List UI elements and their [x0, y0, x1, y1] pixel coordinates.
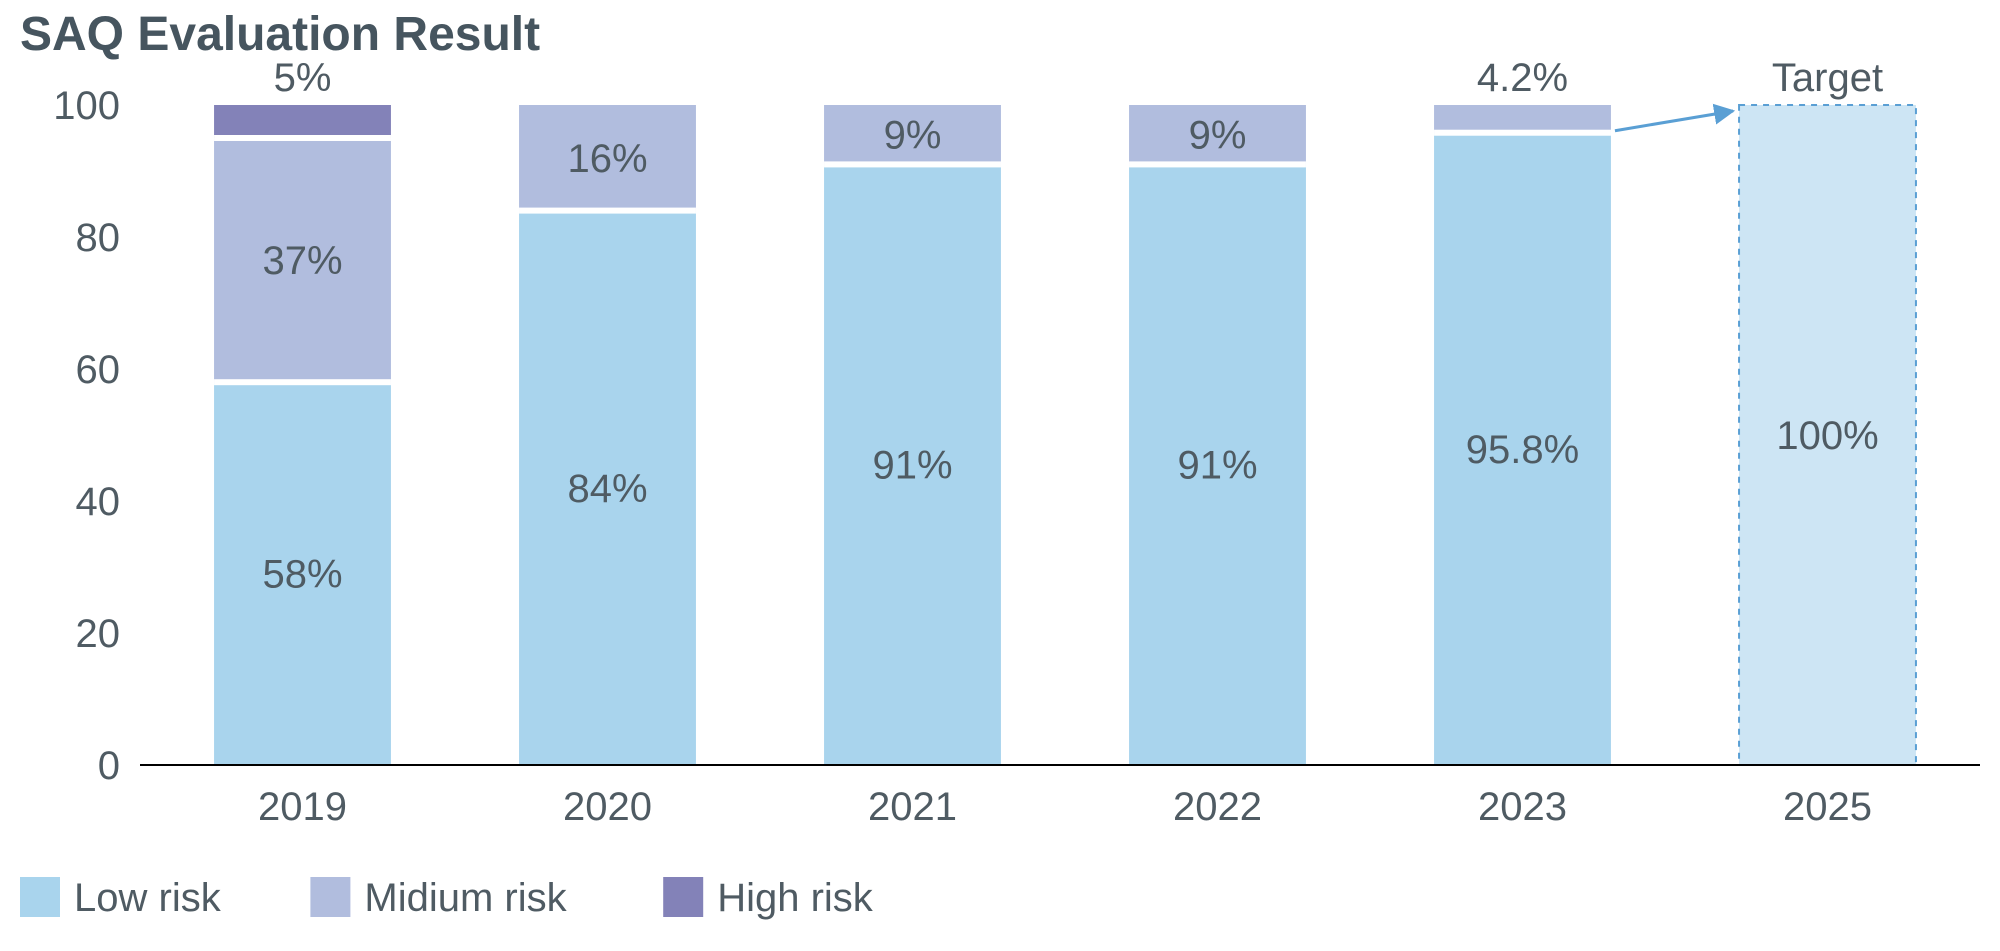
value-label-2021-medium: 9% — [884, 114, 942, 158]
y-tick-label: 20 — [76, 612, 121, 656]
target-value-label: 100% — [1776, 414, 1878, 458]
x-tick-label-2023: 2023 — [1478, 785, 1567, 829]
value-label-2022-low: 91% — [1177, 444, 1257, 488]
segment-gap — [519, 208, 696, 214]
legend-label-low: Low risk — [74, 876, 222, 920]
value-label-2023-medium: 4.2% — [1477, 56, 1568, 100]
bar-2019-high — [214, 105, 391, 138]
y-tick-label: 80 — [76, 216, 121, 260]
legend-label-medium: Midium risk — [364, 876, 567, 920]
x-tick-label-2020: 2020 — [563, 785, 652, 829]
segment-gap — [214, 135, 391, 141]
segment-gap — [214, 379, 391, 385]
segment-gap — [1129, 161, 1306, 167]
value-label-2020-low: 84% — [567, 467, 647, 511]
chart-title: SAQ Evaluation Result — [20, 8, 540, 61]
chart-container: SAQ Evaluation Result 0 20 40 60 80 100 58% 37% 5… — [0, 0, 2000, 951]
target-arrow — [1615, 111, 1733, 131]
value-label-2021-low: 91% — [872, 444, 952, 488]
x-tick-label-2022: 2022 — [1173, 785, 1262, 829]
value-label-2019-high: 5% — [274, 56, 332, 100]
x-tick-label-2019: 2019 — [258, 785, 347, 829]
y-tick-label: 60 — [76, 348, 121, 392]
y-tick-label: 0 — [98, 744, 120, 788]
value-label-2019-medium: 37% — [262, 239, 342, 283]
legend-label-high: High risk — [717, 876, 874, 920]
segment-gap — [824, 161, 1001, 167]
segment-gap — [1434, 130, 1611, 136]
value-label-2022-medium: 9% — [1189, 114, 1247, 158]
x-tick-label-2021: 2021 — [868, 785, 957, 829]
legend-swatch-medium — [310, 877, 350, 917]
y-tick-label: 40 — [76, 480, 121, 524]
y-tick-label: 100 — [53, 84, 120, 128]
value-label-2019-low: 58% — [262, 553, 342, 597]
target-annotation: Target — [1772, 56, 1883, 100]
legend-swatch-low — [20, 877, 60, 917]
value-label-2020-medium: 16% — [567, 137, 647, 181]
value-label-2023-low: 95.8% — [1466, 428, 1579, 472]
x-tick-label-2025: 2025 — [1783, 785, 1872, 829]
stacked-bar-chart: SAQ Evaluation Result 0 20 40 60 80 100 58% 37% 5… — [0, 0, 2000, 951]
bar-2023-medium — [1434, 105, 1611, 133]
legend-swatch-high — [663, 877, 703, 917]
